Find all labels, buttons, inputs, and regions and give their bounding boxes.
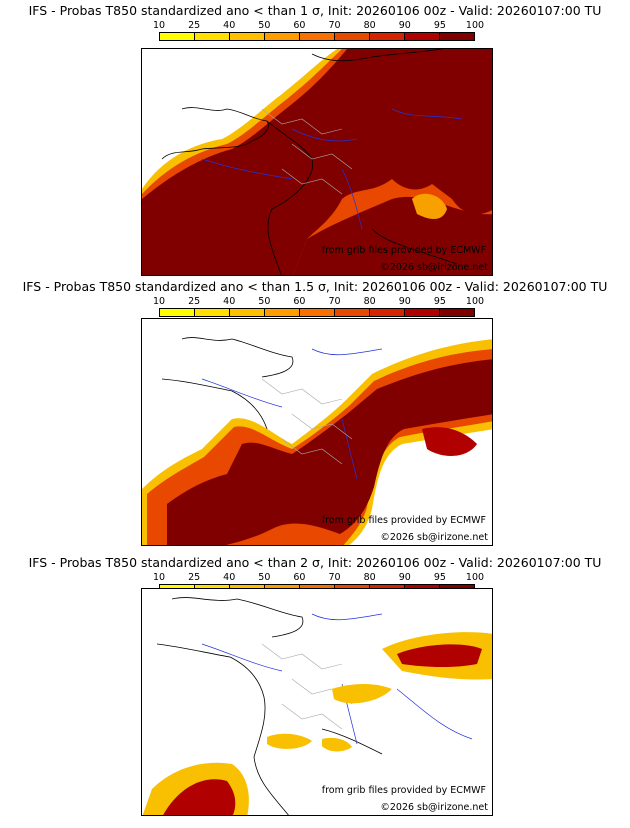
colorbar-tick-label: 80 [363, 20, 376, 31]
colorbar-segment [230, 309, 265, 316]
prob-area [292, 196, 492, 275]
colorbar-tick-label: 100 [465, 296, 485, 307]
colorbar-tick-label: 90 [398, 572, 411, 583]
coastline [156, 597, 383, 815]
colorbar-tick-label: 60 [293, 20, 306, 31]
colorbar-segment [370, 33, 405, 40]
river [201, 108, 463, 230]
colorbar-tick-label: 50 [258, 572, 271, 583]
colorbar-tick-label: 40 [223, 296, 236, 307]
colorbar [159, 32, 475, 41]
colorbar-tick-label: 90 [398, 296, 411, 307]
prob-area [267, 733, 312, 749]
colorbar-tick-label: 10 [152, 20, 166, 31]
prob-area [163, 779, 236, 815]
panel-title: IFS - Probas T850 standardized ano < tha… [22, 279, 608, 294]
colorbar-segment [405, 33, 440, 40]
prob-area [397, 644, 482, 668]
colorbar-segment [370, 309, 405, 316]
colorbar-tick-label: 25 [188, 20, 201, 31]
colorbar-segment [300, 309, 335, 316]
colorbar-tick-label: 50 [258, 20, 271, 31]
colorbar-segment [195, 309, 230, 316]
colorbar-segment [335, 309, 370, 316]
probability-map: from grib files provided by ECMWF ©2026 … [141, 318, 493, 546]
colorbar-segment [335, 33, 370, 40]
colorbar-labels: 10 25 40 50 60 70 80 90 95 100 [153, 296, 484, 308]
colorbar-labels: 10 25 40 50 60 70 80 90 95 100 [153, 20, 484, 32]
panel-title: IFS - Probas T850 standardized ano < tha… [28, 555, 602, 570]
copyright-credit: ©2026 sb@irizone.net [380, 532, 488, 543]
colorbar-tick-label: 100 [465, 572, 485, 583]
prob-area [167, 359, 492, 545]
colorbar-tick-label: 10 [152, 296, 166, 307]
forecast-panel-1: IFS - Probas T850 standardized ano < tha… [0, 0, 630, 276]
colorbar-tick-label: 70 [328, 572, 341, 583]
colorbar-tick-label: 95 [433, 296, 446, 307]
river [201, 348, 383, 480]
coastline [161, 49, 458, 275]
colorbar-tick-label: 70 [328, 296, 341, 307]
prob-area [332, 684, 392, 704]
colorbar-labels: 10 25 40 50 60 70 80 90 95 100 [153, 572, 484, 584]
admin-border [261, 378, 353, 465]
colorbar-tick-label: 50 [258, 296, 271, 307]
colorbar-tick-label: 25 [188, 572, 201, 583]
source-credit: from grib files provided by ECMWF [321, 785, 486, 796]
colorbar [159, 308, 475, 317]
map-svg [142, 597, 492, 815]
map-svg [142, 49, 492, 275]
panel-title: IFS - Probas T850 standardized ano < tha… [28, 3, 602, 18]
source-credit: from grib files provided by ECMWF [321, 515, 486, 526]
prob-area [142, 49, 492, 275]
colorbar-tick-label: 80 [363, 296, 376, 307]
source-credit: from grib files provided by ECMWF [321, 245, 486, 256]
colorbar-tick-label: 90 [398, 20, 411, 31]
colorbar-tick-label: 100 [465, 20, 485, 31]
forecast-panel-3: IFS - Probas T850 standardized ano < tha… [0, 552, 630, 828]
colorbar-tick-label: 25 [188, 296, 201, 307]
colorbar-segment [405, 309, 440, 316]
river [201, 613, 473, 745]
colorbar-tick-label: 60 [293, 572, 306, 583]
colorbar-segment [300, 33, 335, 40]
colorbar-segment [160, 309, 195, 316]
colorbar-segment [265, 309, 300, 316]
colorbar-segment [440, 33, 474, 40]
colorbar-segment [265, 33, 300, 40]
probability-map: from grib files provided by ECMWF ©2026 … [141, 588, 493, 816]
colorbar-tick-label: 80 [363, 572, 376, 583]
colorbar-segment [440, 309, 474, 316]
colorbar-tick-label: 60 [293, 296, 306, 307]
colorbar-tick-label: 95 [433, 20, 446, 31]
colorbar-tick-label: 95 [433, 572, 446, 583]
map-svg [142, 337, 492, 545]
copyright-credit: ©2026 sb@irizone.net [380, 262, 488, 273]
colorbar-segment [160, 33, 195, 40]
colorbar-tick-label: 40 [223, 572, 236, 583]
colorbar-segment [195, 33, 230, 40]
forecast-panel-2: IFS - Probas T850 standardized ano < tha… [0, 276, 630, 552]
probability-map: from grib files provided by ECMWF ©2026 … [141, 48, 493, 276]
admin-border [261, 108, 353, 195]
admin-border [261, 643, 353, 730]
colorbar-tick-label: 70 [328, 20, 341, 31]
copyright-credit: ©2026 sb@irizone.net [380, 802, 488, 813]
colorbar-segment [230, 33, 265, 40]
prob-area [412, 193, 447, 219]
prob-area [422, 427, 477, 456]
colorbar-tick-label: 40 [223, 20, 236, 31]
prob-area [322, 737, 352, 752]
colorbar-tick-label: 10 [152, 572, 166, 583]
